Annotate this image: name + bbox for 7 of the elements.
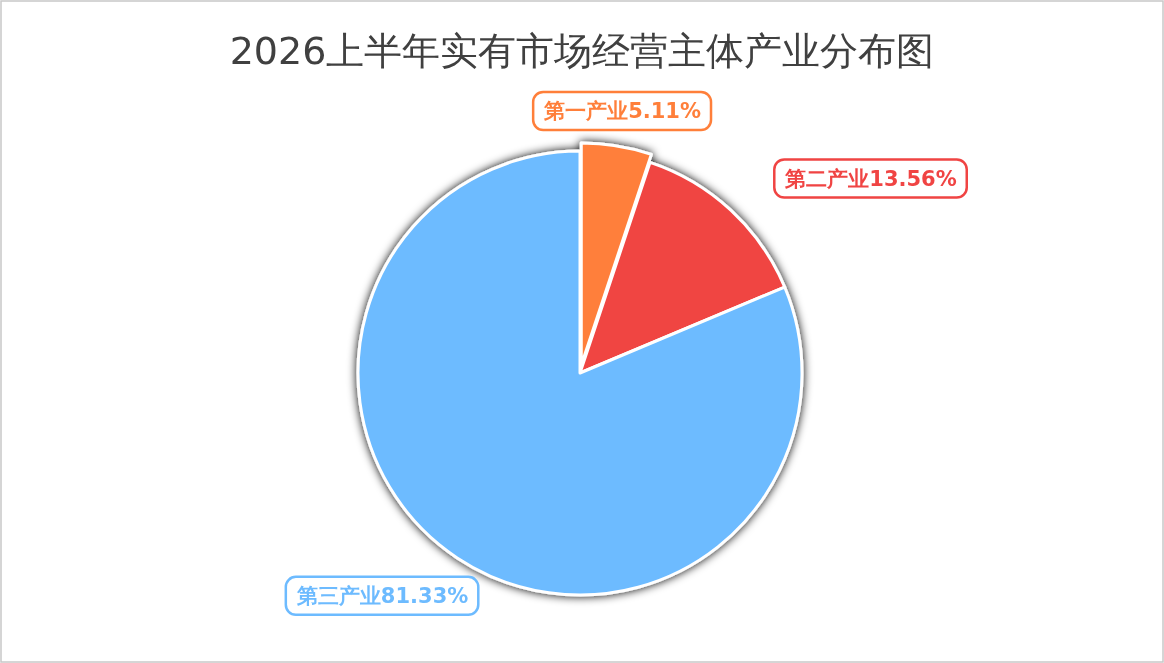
data-label: 13.56% <box>869 166 957 191</box>
data-label: 81.33% <box>380 583 469 608</box>
data-label: 5.11% <box>628 99 702 124</box>
slice-label: 第三产业 <box>295 583 381 608</box>
slice-label: 第二产业 <box>784 166 870 191</box>
chart-title: 2026上半年实有市场经营主体产业分布图 <box>229 29 935 73</box>
slice-label: 第一产业 <box>543 99 629 124</box>
